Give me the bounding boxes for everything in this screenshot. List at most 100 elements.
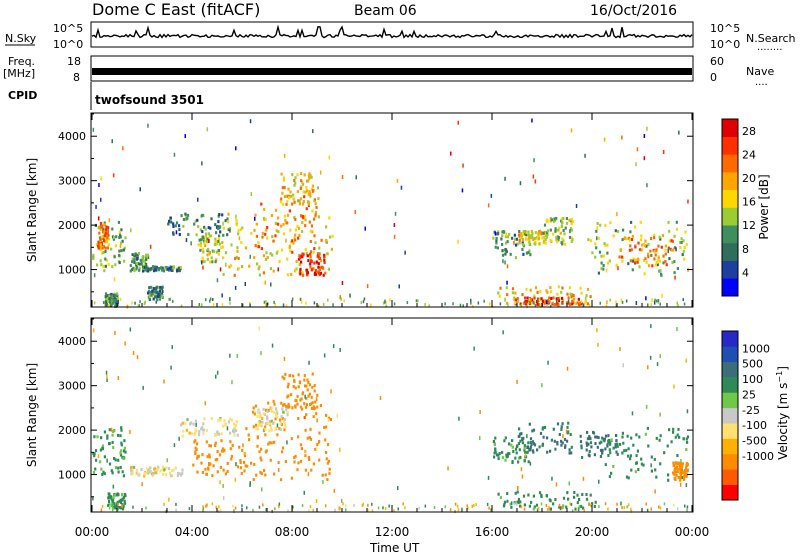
data-cell <box>188 431 191 435</box>
data-cell <box>283 356 286 361</box>
colorbar-tick-label: 20 <box>742 172 756 185</box>
data-cell <box>130 469 133 473</box>
data-cell <box>630 248 633 252</box>
colorbar-segment <box>722 242 738 261</box>
data-cell <box>494 450 497 454</box>
data-cell <box>194 431 197 435</box>
colorbar-tick-label: 4 <box>742 266 749 279</box>
data-cell <box>106 294 109 298</box>
data-cell <box>245 427 248 431</box>
data-cell <box>685 472 688 476</box>
data-cell <box>597 436 600 440</box>
data-cell <box>98 231 101 235</box>
data-cell <box>462 163 464 168</box>
data-cell <box>237 256 240 260</box>
data-cell <box>635 301 638 305</box>
data-cell <box>546 232 549 236</box>
data-cell <box>222 221 224 226</box>
data-cell <box>596 445 599 449</box>
data-cell <box>105 303 108 307</box>
data-cell <box>98 226 101 230</box>
data-cell <box>116 505 119 509</box>
data-cell <box>497 453 500 457</box>
data-cell <box>529 437 533 441</box>
data-cell <box>532 300 535 304</box>
data-cell <box>558 505 561 509</box>
data-cell <box>231 380 233 385</box>
data-cell <box>93 301 96 305</box>
data-cell <box>118 230 122 234</box>
data-cell <box>131 469 134 473</box>
data-cell <box>506 264 509 269</box>
data-cell <box>528 236 531 240</box>
data-cell <box>229 301 231 305</box>
data-cell <box>217 227 220 230</box>
data-region <box>604 426 690 482</box>
data-cell <box>516 503 518 506</box>
data-cell <box>116 297 119 301</box>
data-cell <box>653 300 656 305</box>
data-cell <box>316 254 319 258</box>
colorbar-frame <box>721 330 739 501</box>
data-cell <box>543 223 547 227</box>
data-cell <box>546 291 549 294</box>
data-cell <box>113 236 116 239</box>
colorbar-tick-label: 25 <box>742 388 756 401</box>
data-cell <box>504 252 507 256</box>
data-cell <box>385 304 387 308</box>
data-cell <box>302 200 305 203</box>
data-cell <box>585 493 588 496</box>
data-cell <box>106 374 108 379</box>
data-cell <box>299 256 302 260</box>
colorbar-segment <box>722 484 738 501</box>
data-cell <box>397 507 399 511</box>
data-cell <box>147 256 150 259</box>
data-cell <box>316 405 319 409</box>
data-cell <box>596 328 598 333</box>
data-cell <box>144 472 147 476</box>
data-cell <box>310 188 313 191</box>
data-cell <box>366 284 369 289</box>
data-cell <box>523 448 526 452</box>
data-cell <box>300 179 303 183</box>
data-cell <box>657 256 660 260</box>
data-cell <box>118 236 121 239</box>
data-cell <box>626 505 628 509</box>
data-cell <box>550 297 553 300</box>
data-cell <box>393 234 396 239</box>
data-cell <box>142 269 145 273</box>
data-cell <box>317 304 320 308</box>
data-cell <box>397 486 399 491</box>
data-cell <box>525 237 528 241</box>
data-cell <box>554 219 557 222</box>
data-cell <box>112 237 115 241</box>
data-cell <box>216 370 219 375</box>
data-cell <box>573 491 576 494</box>
data-cell <box>293 380 296 383</box>
data-cell <box>563 438 567 441</box>
data-cell <box>181 468 184 472</box>
data-cell <box>675 227 679 231</box>
data-cell <box>637 257 640 261</box>
data-cell <box>264 433 267 437</box>
data-cell <box>305 268 308 272</box>
data-cell <box>297 257 301 261</box>
data-cell <box>156 298 159 302</box>
data-cell <box>141 482 143 487</box>
data-cell <box>303 214 306 218</box>
data-cell <box>304 394 306 399</box>
data-cell <box>554 229 557 233</box>
data-cell <box>607 434 610 438</box>
data-cell <box>604 243 607 247</box>
data-cell <box>557 285 560 289</box>
data-cell <box>262 412 265 416</box>
data-cell <box>560 425 563 429</box>
data-cell <box>313 199 316 203</box>
data-cell <box>650 463 652 468</box>
data-cell <box>519 455 522 459</box>
data-cell <box>316 304 319 307</box>
data-cell <box>224 251 228 255</box>
x-tick-label: 00:00 <box>675 525 710 539</box>
data-cell <box>647 365 649 370</box>
data-cell <box>505 301 509 305</box>
